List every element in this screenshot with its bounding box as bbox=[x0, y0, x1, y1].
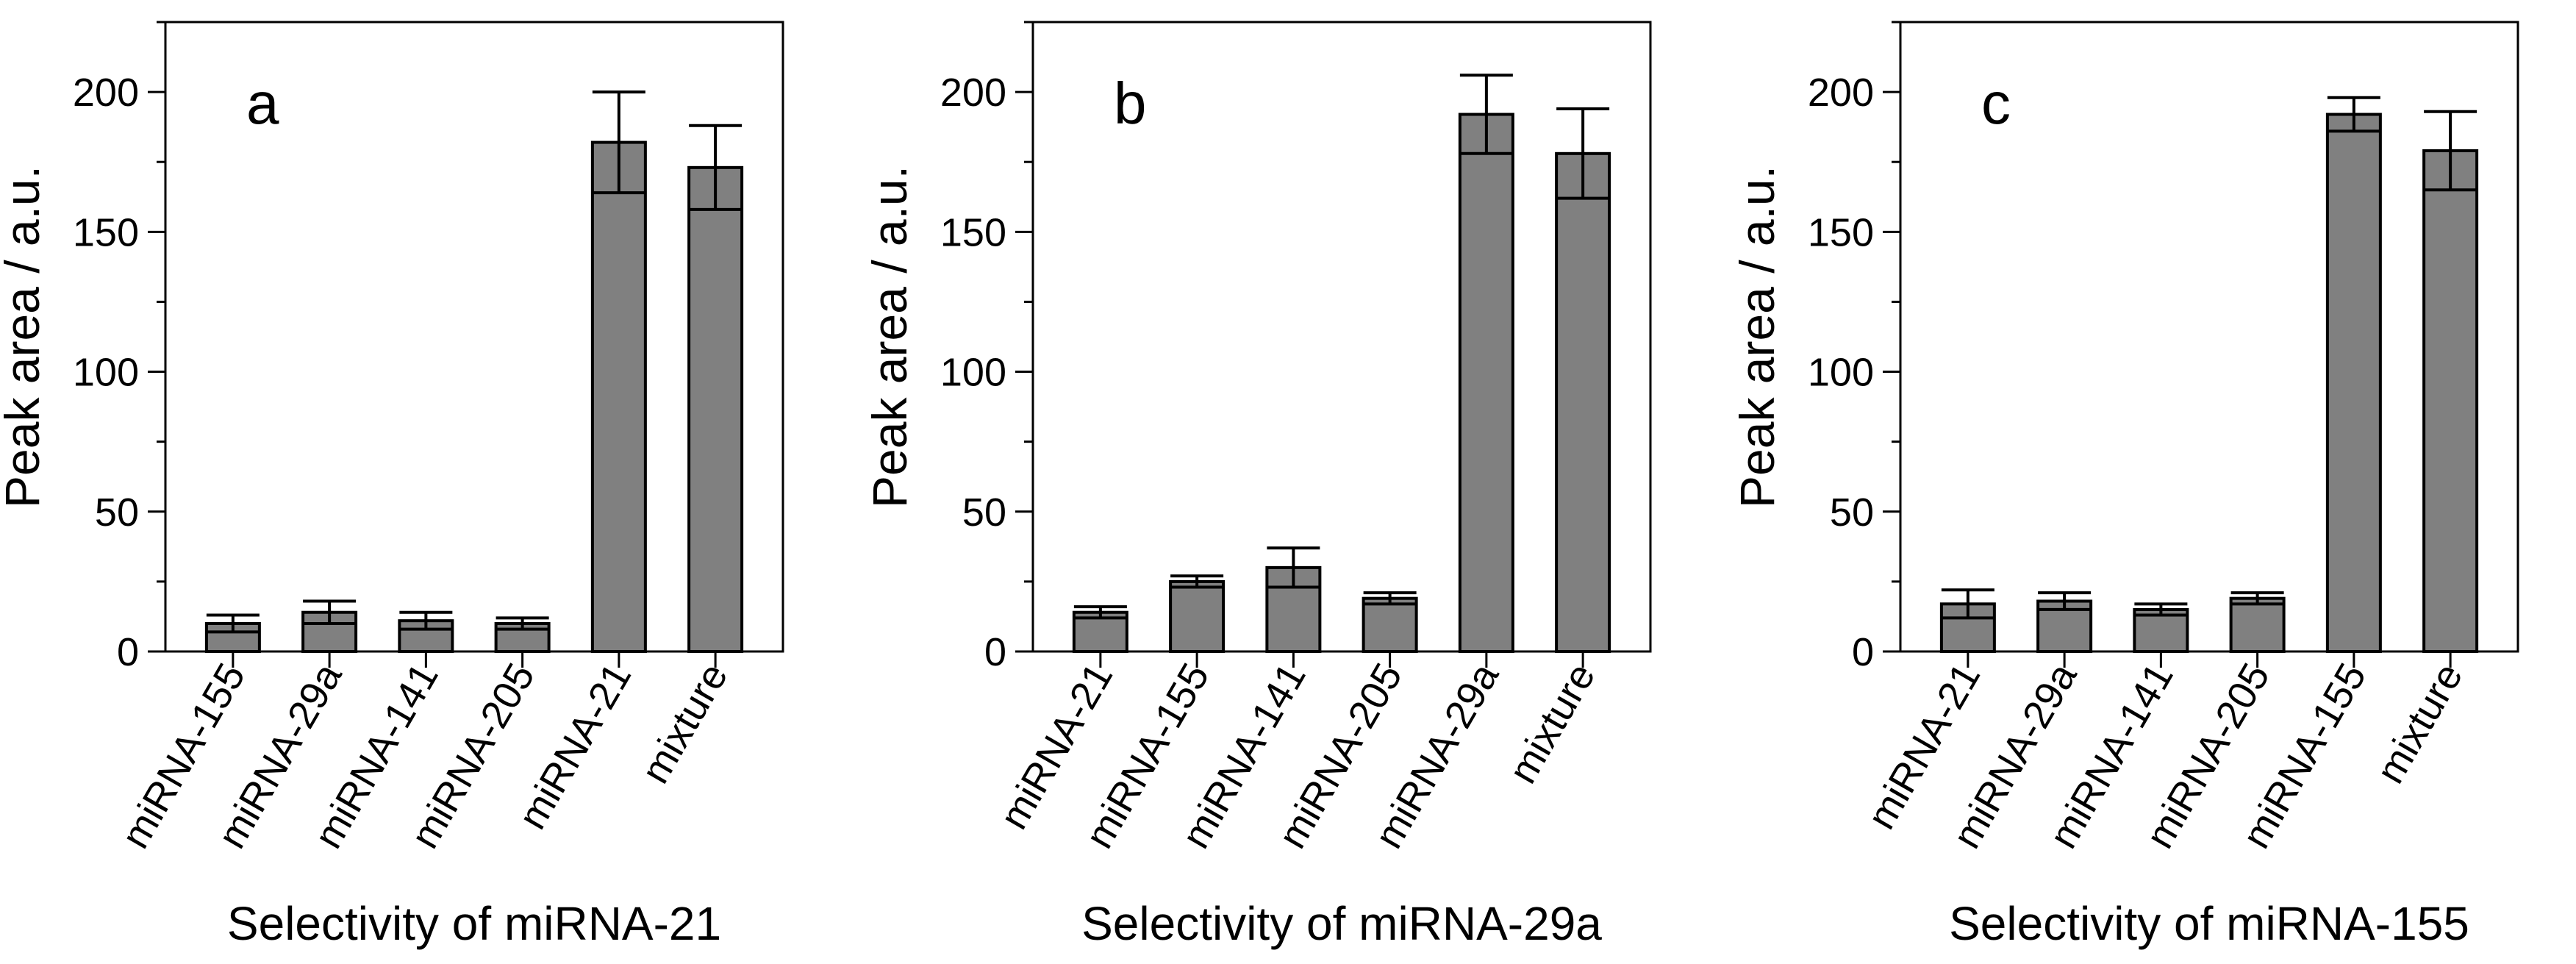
bar bbox=[1458, 113, 1514, 653]
x-tick-label: mixture bbox=[2368, 656, 2471, 790]
bar bbox=[2422, 149, 2479, 653]
y-tick-label: 100 bbox=[73, 351, 139, 395]
x-tick-label: mixture bbox=[1500, 656, 1603, 790]
plot-frame bbox=[1031, 21, 1652, 653]
y-tick-label: 0 bbox=[1852, 630, 1874, 674]
y-tick-label: 100 bbox=[940, 351, 1006, 395]
x-tick-label: mixture bbox=[633, 656, 736, 790]
y-tick-label: 150 bbox=[940, 210, 1006, 254]
bar bbox=[687, 165, 744, 653]
plot-frame bbox=[164, 21, 784, 653]
x-axis-label: Selectivity of miRNA-29a bbox=[1081, 897, 1602, 950]
panel-label: a bbox=[246, 71, 279, 136]
y-axis-label: Peak area / a.u. bbox=[862, 165, 917, 508]
x-axis-label: Selectivity of miRNA-155 bbox=[1949, 897, 2469, 950]
panel-label: c bbox=[1981, 71, 2011, 136]
bar bbox=[1362, 596, 1418, 654]
y-tick-label: 200 bbox=[73, 71, 139, 115]
bar bbox=[2229, 596, 2286, 654]
x-axis-label: Selectivity of miRNA-21 bbox=[227, 897, 721, 950]
y-tick-label: 50 bbox=[962, 490, 1006, 535]
bar bbox=[301, 610, 358, 654]
y-tick-label: 100 bbox=[1808, 351, 1874, 395]
bar bbox=[2325, 113, 2382, 653]
y-tick-label: 0 bbox=[984, 630, 1006, 674]
bar bbox=[1169, 579, 1226, 654]
y-axis-label: Peak area / a.u. bbox=[0, 165, 49, 508]
y-tick-label: 50 bbox=[1830, 490, 1874, 535]
y-tick-label: 200 bbox=[1808, 71, 1874, 115]
y-tick-label: 200 bbox=[940, 71, 1006, 115]
y-tick-label: 150 bbox=[73, 210, 139, 254]
plot-frame bbox=[1899, 21, 2519, 653]
y-tick-label: 0 bbox=[117, 630, 139, 674]
panel-label: b bbox=[1114, 71, 1147, 136]
bar bbox=[1555, 151, 1611, 653]
y-tick-label: 150 bbox=[1808, 210, 1874, 254]
bar bbox=[590, 140, 647, 653]
y-tick-label: 50 bbox=[95, 490, 139, 535]
y-axis-label: Peak area / a.u. bbox=[1730, 165, 1784, 508]
